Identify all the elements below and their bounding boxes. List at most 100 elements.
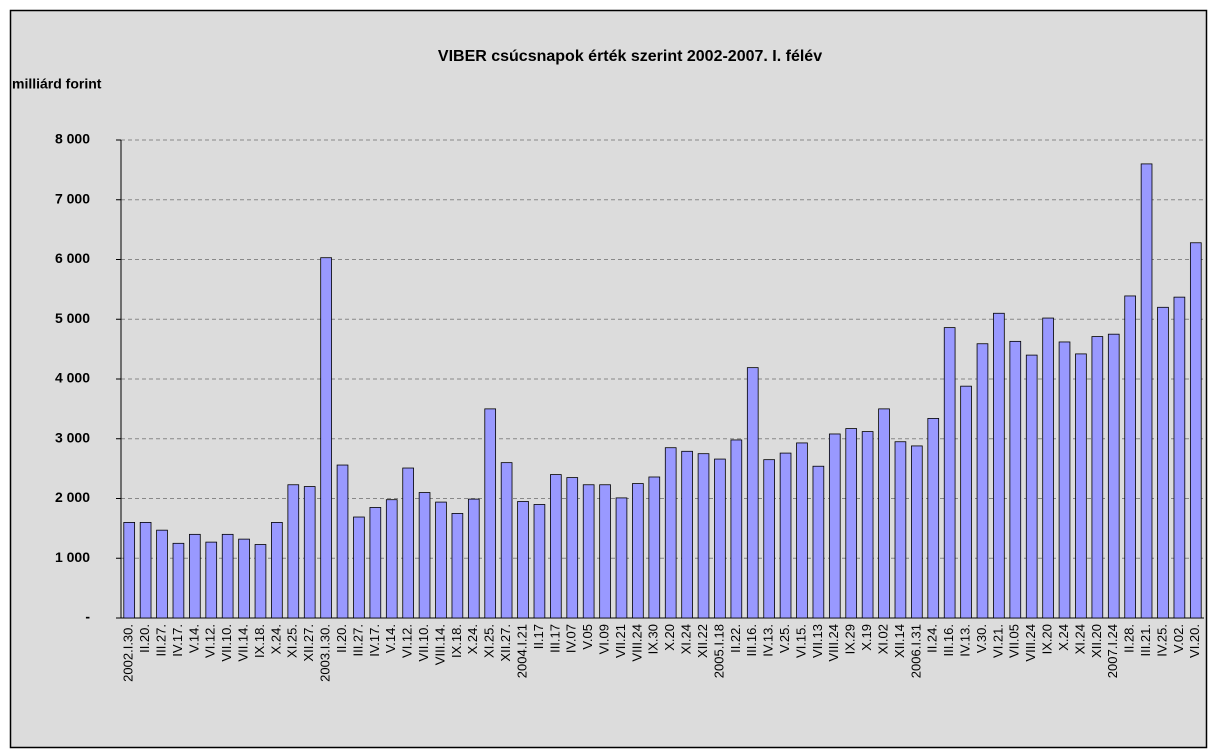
- bar: [599, 484, 611, 619]
- bar: [435, 501, 447, 619]
- bar: [1058, 341, 1071, 619]
- bar: [484, 408, 497, 619]
- x-tick-label: VI.12.: [400, 624, 415, 658]
- bar: [238, 538, 250, 619]
- x-tick-label: VIII.24: [629, 624, 644, 662]
- bar: [861, 431, 874, 619]
- bar: [156, 529, 168, 619]
- bar: [451, 513, 464, 619]
- x-tick-label: II.22.: [728, 624, 743, 653]
- bar: [254, 544, 267, 619]
- y-tick-label: 5 000: [55, 310, 90, 326]
- bar: [1140, 163, 1153, 619]
- bar: [730, 439, 743, 619]
- bar: [500, 462, 513, 619]
- x-tick-label: IV.13.: [761, 624, 776, 657]
- bar: [664, 447, 677, 619]
- x-tick-label: IX.29: [843, 624, 858, 654]
- bar: [1042, 317, 1054, 619]
- x-tick-label: 2005.I.18: [711, 624, 726, 678]
- x-tick-label: VII.14.: [236, 624, 251, 662]
- bar: [648, 476, 661, 619]
- x-tick-label: II.20.: [334, 624, 349, 653]
- bar: [1124, 295, 1136, 619]
- chart-title: VIBER csúcsnapok érték szerint 2002-2007…: [438, 48, 822, 65]
- x-tick-label: IV.17.: [367, 624, 382, 657]
- x-tick-label: 2004.I.21: [514, 624, 529, 678]
- bar: [402, 467, 414, 619]
- bar: [205, 541, 218, 619]
- bar: [845, 428, 858, 619]
- y-tick-label: -: [85, 609, 90, 625]
- x-tick-label: XI.25.: [285, 624, 300, 658]
- bar: [550, 474, 562, 619]
- bar: [369, 507, 382, 619]
- x-tick-label: V.14.: [383, 624, 398, 653]
- x-tick-label: 2002.I.30.: [121, 624, 136, 682]
- x-tick-label: X.24: [1056, 624, 1071, 651]
- x-tick-label: IV.17.: [170, 624, 185, 657]
- bar: [976, 343, 989, 619]
- bar: [582, 484, 595, 619]
- x-tick-label: X.19: [859, 624, 874, 651]
- x-tick-label: VIII.24: [826, 624, 841, 662]
- chart-frame: [9, 9, 1208, 749]
- x-tick-label: VI.15.: [793, 624, 808, 658]
- x-tick-label: XII.27.: [498, 624, 513, 662]
- x-tick-label: II.28.: [1122, 624, 1137, 653]
- bar: [533, 504, 546, 619]
- x-tick-label: XII.27.: [301, 624, 316, 662]
- bar: [796, 442, 808, 619]
- x-tick-label: III.16.: [744, 624, 759, 657]
- bar: [615, 497, 628, 619]
- bar: [1075, 353, 1087, 619]
- x-tick-label: III.27.: [350, 624, 365, 657]
- y-tick-label: 7 000: [55, 190, 90, 206]
- x-tick-label: VII.05: [1007, 624, 1022, 658]
- x-tick-label: VII.21: [613, 624, 628, 658]
- bar: [894, 441, 907, 619]
- bar: [1107, 333, 1120, 619]
- x-tick-label: IV.07: [564, 624, 579, 653]
- bar: [828, 433, 841, 619]
- x-tick-label: XII.22: [695, 624, 710, 658]
- bar: [1009, 340, 1022, 619]
- y-tick-label: 8 000: [55, 131, 90, 147]
- x-tick-label: V.14.: [186, 624, 201, 653]
- x-tick-label: XII.14: [892, 624, 907, 658]
- bar: [287, 484, 300, 619]
- x-tick-label: IX.20: [1040, 624, 1055, 654]
- bar: [566, 477, 579, 619]
- x-tick-label: X.24.: [268, 624, 283, 654]
- bar: [927, 418, 940, 619]
- bar: [385, 499, 398, 619]
- x-tick-label: XI.24: [679, 624, 694, 654]
- bar: [763, 459, 775, 619]
- x-tick-label: VI.20.: [1187, 624, 1202, 658]
- bar: [517, 501, 529, 619]
- bar: [1025, 354, 1038, 619]
- x-tick-label: II.24.: [925, 624, 940, 653]
- bar: [221, 533, 234, 619]
- y-tick-label: 2 000: [55, 489, 90, 505]
- bar: [1157, 306, 1169, 619]
- bar: [139, 522, 152, 619]
- x-tick-label: IX.18.: [252, 624, 267, 658]
- bar: [746, 367, 759, 619]
- bar: [418, 492, 431, 619]
- x-tick-label: III.27.: [153, 624, 168, 657]
- x-tick-label: 2003.I.30.: [318, 624, 333, 682]
- x-tick-label: II.17: [531, 624, 546, 649]
- bar: [714, 458, 726, 619]
- x-tick-label: VI.21.: [990, 624, 1005, 658]
- bar: [336, 464, 349, 619]
- x-tick-label: X.20: [662, 624, 677, 651]
- bar: [697, 453, 710, 619]
- x-tick-label: V.05: [580, 624, 595, 650]
- y-tick-label: 4 000: [55, 370, 90, 386]
- x-tick-label: VII.10.: [416, 624, 431, 662]
- x-tick-label: V.02.: [1171, 624, 1186, 653]
- x-tick-label: III.21.: [1138, 624, 1153, 657]
- x-tick-label: XI.25.: [482, 624, 497, 658]
- bar: [271, 522, 283, 619]
